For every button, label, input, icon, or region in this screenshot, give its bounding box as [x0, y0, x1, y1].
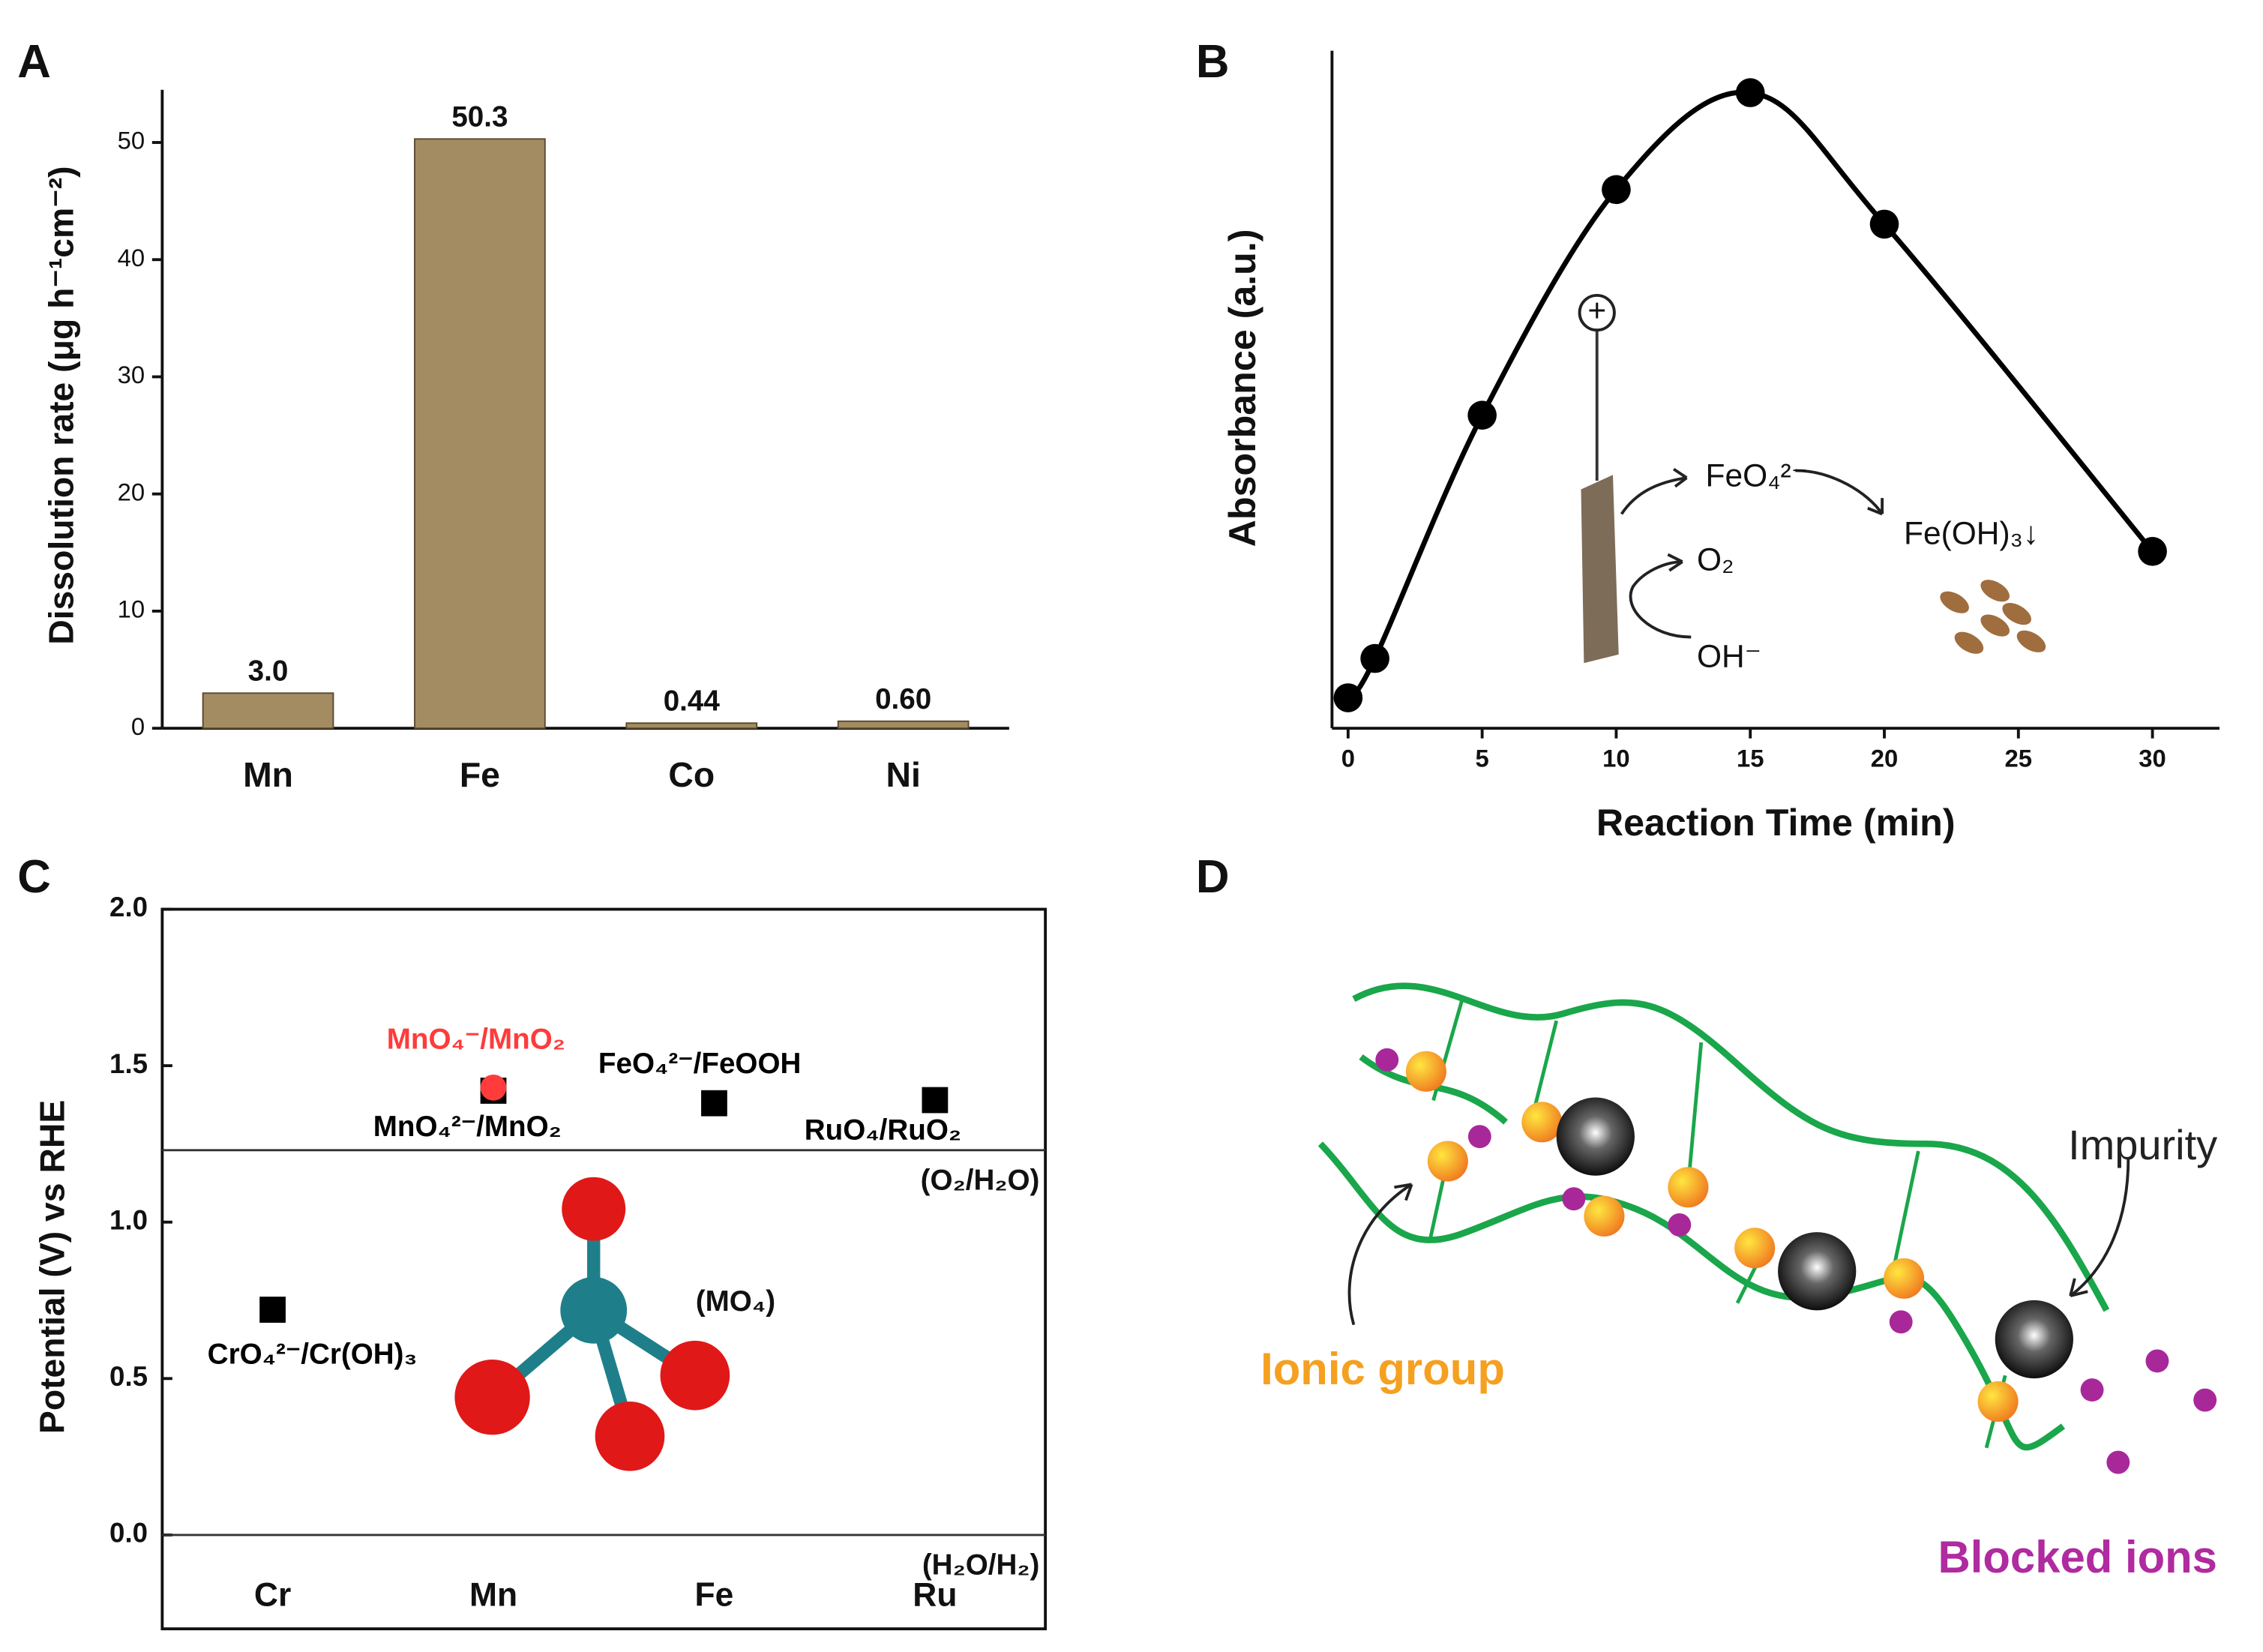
point-label: MnO₄⁻/MnO₂: [387, 1024, 565, 1056]
point: [1602, 175, 1631, 205]
x-tick-label: 25: [2005, 744, 2033, 772]
reference-label: (H₂O/H₂): [922, 1549, 1040, 1582]
point: [1333, 683, 1363, 712]
x-tick-label: Cr: [254, 1576, 291, 1613]
value-label: 0.60: [875, 683, 931, 715]
y-tick-label: 2.0: [109, 892, 148, 922]
annotation: +: [1587, 292, 1606, 328]
bar: [202, 692, 334, 730]
panel-label: A: [17, 36, 51, 88]
line: [1346, 89, 2155, 700]
ionic-groups: [1405, 1051, 2019, 1423]
impurities: [1556, 1097, 2073, 1379]
value-label: 3.0: [248, 655, 289, 687]
polymer-diagram: Impurity Ionic group Blocked ions D: [1196, 851, 2217, 1582]
x-tick-label: 0: [1341, 744, 1355, 772]
x-tick-label: Co: [668, 755, 715, 794]
label: Impurity: [2068, 1121, 2217, 1168]
point: [2138, 537, 2167, 566]
molecule: [454, 1177, 730, 1471]
bar: [625, 722, 758, 730]
x-axis-label: Reaction Time (min): [1596, 802, 1956, 844]
x-tick-label: 30: [2139, 744, 2166, 772]
point-label: FeO₄²⁻/FeOOH: [598, 1048, 801, 1080]
point-label: RuO₄/RuO₂: [805, 1114, 961, 1147]
point: [1360, 643, 1389, 673]
y-tick-label: 1.5: [109, 1048, 148, 1079]
y-tick-label: 20: [118, 478, 145, 505]
x-tick-label: Mn: [469, 1576, 517, 1613]
electrode-inset: [1578, 293, 2046, 664]
x-tick-label: Fe: [460, 755, 500, 794]
point: [1735, 78, 1765, 107]
y-tick-label: 10: [118, 595, 145, 623]
blocked-ions: [1375, 1048, 2217, 1474]
panel-label: B: [1196, 36, 1230, 88]
panel-label: D: [1196, 851, 1230, 903]
point: [1869, 209, 1899, 239]
bar: [837, 720, 970, 730]
y-tick-label: 0.0: [109, 1518, 148, 1549]
y-axis-label: Dissolution rate (μg h⁻¹cm⁻²): [41, 166, 80, 644]
y-tick-label: 30: [118, 361, 145, 388]
point: [480, 1074, 507, 1101]
point: [922, 1087, 949, 1114]
annotation: O₂: [1697, 541, 1734, 577]
arrows: [1347, 1158, 2130, 1326]
x-tick-label: 15: [1737, 744, 1764, 772]
x-tick-label: 20: [1871, 744, 1899, 772]
annotation: (MO₄): [696, 1285, 775, 1318]
value-label: 50.3: [451, 100, 508, 133]
y-axis-label: Absorbance (a.u.): [1221, 229, 1263, 547]
annotation: Fe(OH)₃↓: [1904, 516, 2039, 551]
label: Ionic group: [1260, 1344, 1505, 1394]
reference-label: (O₂/H₂O): [921, 1164, 1040, 1196]
y-tick-label: 0.5: [109, 1361, 148, 1392]
annotation: OH⁻: [1697, 639, 1761, 674]
bar: [414, 138, 546, 730]
x-tick-label: Ni: [886, 755, 920, 794]
x-tick-label: Ru: [913, 1576, 957, 1613]
y-tick-label: 50: [118, 127, 145, 154]
annotation: FeO₄²⁻: [1706, 457, 1809, 493]
panel-label: C: [17, 851, 51, 903]
point: [1467, 400, 1497, 430]
y-tick-label: 40: [118, 244, 145, 271]
point: [259, 1297, 286, 1323]
value-label: 0.44: [664, 685, 721, 717]
y-tick-label: 0: [131, 712, 145, 740]
label: Blocked ions: [1938, 1532, 2217, 1582]
plot-frame: [160, 907, 1048, 1631]
y-tick-label: 1.0: [109, 1204, 148, 1235]
x-tick-label: 10: [1602, 744, 1630, 772]
x-tick-label: Fe: [695, 1576, 734, 1613]
x-tick-label: 5: [1476, 744, 1489, 772]
point-label: CrO₄²⁻/Cr(OH)₃: [208, 1339, 418, 1371]
point-label: MnO₄²⁻/MnO₂: [373, 1111, 562, 1143]
point: [701, 1090, 727, 1117]
x-tick-label: Mn: [243, 755, 293, 794]
y-axis-label: Potential (V) vs RHE: [33, 1100, 72, 1434]
